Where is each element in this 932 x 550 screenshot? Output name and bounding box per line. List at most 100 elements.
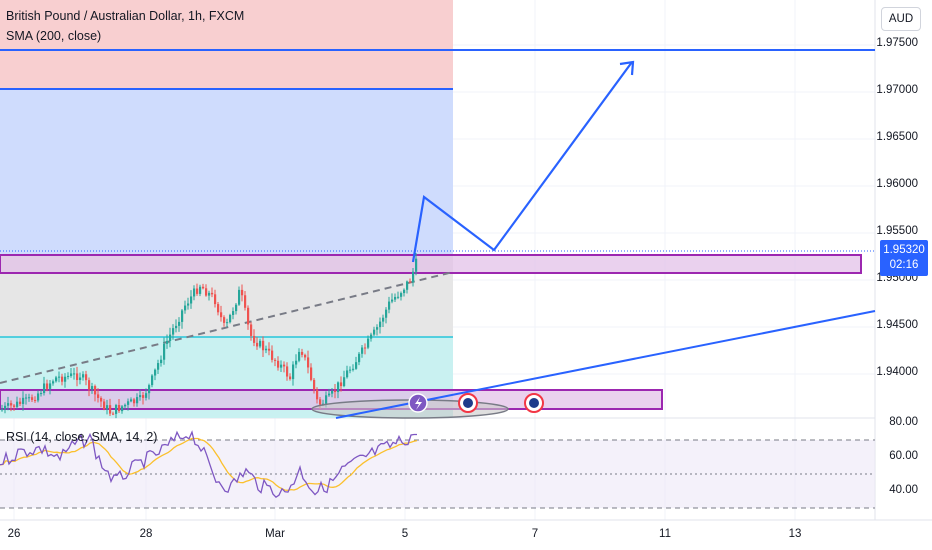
take-profit-zone[interactable] (0, 89, 453, 254)
candle-body (55, 377, 58, 382)
candle-body (100, 397, 103, 402)
resistance-box[interactable] (0, 254, 862, 274)
time-axis-label: 13 (788, 528, 802, 540)
candle-body (331, 390, 334, 394)
projection-path[interactable] (411, 61, 633, 263)
economic-event-icon-2[interactable] (524, 393, 544, 413)
candle-body (337, 382, 340, 393)
candle-body (199, 286, 202, 294)
candle-body (328, 393, 331, 396)
arrow-head-icon (619, 60, 635, 76)
price-axis-label: 1.97500 (876, 37, 918, 49)
candle-body (295, 360, 298, 365)
time-axis-label: 26 (7, 528, 21, 540)
candle-body (118, 405, 121, 412)
candle-body (271, 350, 274, 360)
candle-body (40, 393, 43, 395)
candle-body (103, 401, 106, 410)
rsi-legend[interactable]: RSI (14, close, SMA, 14, 2) (6, 430, 158, 444)
candle-body (319, 399, 322, 405)
price-axis-label: 1.94500 (876, 319, 918, 331)
candle-body (79, 377, 82, 381)
candle-body (346, 370, 349, 378)
candle-body (196, 288, 199, 294)
rsi-axis-label: 40.00 (889, 484, 918, 496)
candlestick-series (1, 252, 418, 419)
candle-body (403, 289, 406, 294)
candle-body (106, 405, 109, 410)
candle-body (220, 312, 223, 318)
candle-body (115, 405, 118, 414)
candle-body (301, 351, 304, 355)
candle-body (202, 286, 205, 289)
candle-body (211, 292, 214, 295)
candle-body (364, 347, 367, 349)
candle-body (397, 296, 400, 298)
candle-body (304, 354, 307, 358)
candle-body (64, 376, 67, 382)
candle-body (61, 376, 64, 382)
candle-body (352, 368, 355, 370)
price-axis-label: 1.97000 (876, 84, 918, 96)
candle-body (175, 325, 178, 329)
candle-body (49, 383, 52, 389)
candle-body (163, 343, 166, 360)
candle-body (391, 299, 394, 302)
candle-body (208, 292, 211, 296)
candle-body (238, 289, 241, 305)
candle-body (316, 389, 319, 400)
candle-body (193, 288, 196, 297)
candle-body (112, 413, 115, 415)
candle-body (283, 364, 286, 367)
last-price-value: 1.95320 (883, 244, 925, 256)
dashed-trendline[interactable] (0, 271, 454, 384)
candle-body (88, 380, 91, 390)
candle-body (241, 289, 244, 296)
candle-body (70, 373, 73, 376)
economic-event-icon-1[interactable] (458, 393, 478, 413)
candle-body (307, 357, 310, 368)
candle-body (394, 296, 397, 300)
candle-body (130, 399, 133, 402)
candle-body (28, 397, 31, 399)
candle-body (160, 359, 163, 364)
candle-body (7, 403, 10, 406)
stop-loss-zone[interactable] (0, 0, 453, 89)
candle-body (4, 405, 7, 410)
candle-body (67, 375, 70, 377)
candle-body (289, 376, 292, 380)
candle-body (415, 258, 418, 272)
rsi-ma-line (0, 437, 418, 491)
candle-body (274, 359, 277, 361)
candle-body (85, 374, 88, 381)
currency-button[interactable]: AUD (881, 7, 921, 31)
candle-body (379, 321, 382, 328)
rsi-line (0, 430, 417, 499)
candle-body (82, 374, 85, 378)
candle-body (16, 401, 19, 407)
rsi-axis-label: 80.00 (889, 416, 918, 428)
candle-body (166, 340, 169, 344)
time-axis-label: 7 (531, 528, 539, 540)
sma-legend[interactable]: SMA (200, close) (6, 29, 102, 43)
candle-body (340, 382, 343, 387)
candle-body (25, 397, 28, 399)
candle-body (13, 405, 16, 407)
candle-body (244, 295, 247, 308)
candle-body (223, 317, 226, 323)
candle-body (184, 305, 187, 311)
candle-body (46, 383, 49, 389)
candle-body (19, 401, 22, 404)
candle-body (1, 409, 4, 411)
candle-body (292, 364, 295, 380)
candle-body (298, 351, 301, 361)
candle-body (43, 383, 46, 394)
candle-body (190, 296, 193, 304)
candle-body (121, 406, 124, 412)
candle-body (145, 393, 148, 398)
bar-countdown: 02:16 (889, 259, 919, 271)
lightning-icon[interactable] (408, 393, 428, 413)
candle-body (148, 385, 151, 394)
candle-body (358, 353, 361, 363)
